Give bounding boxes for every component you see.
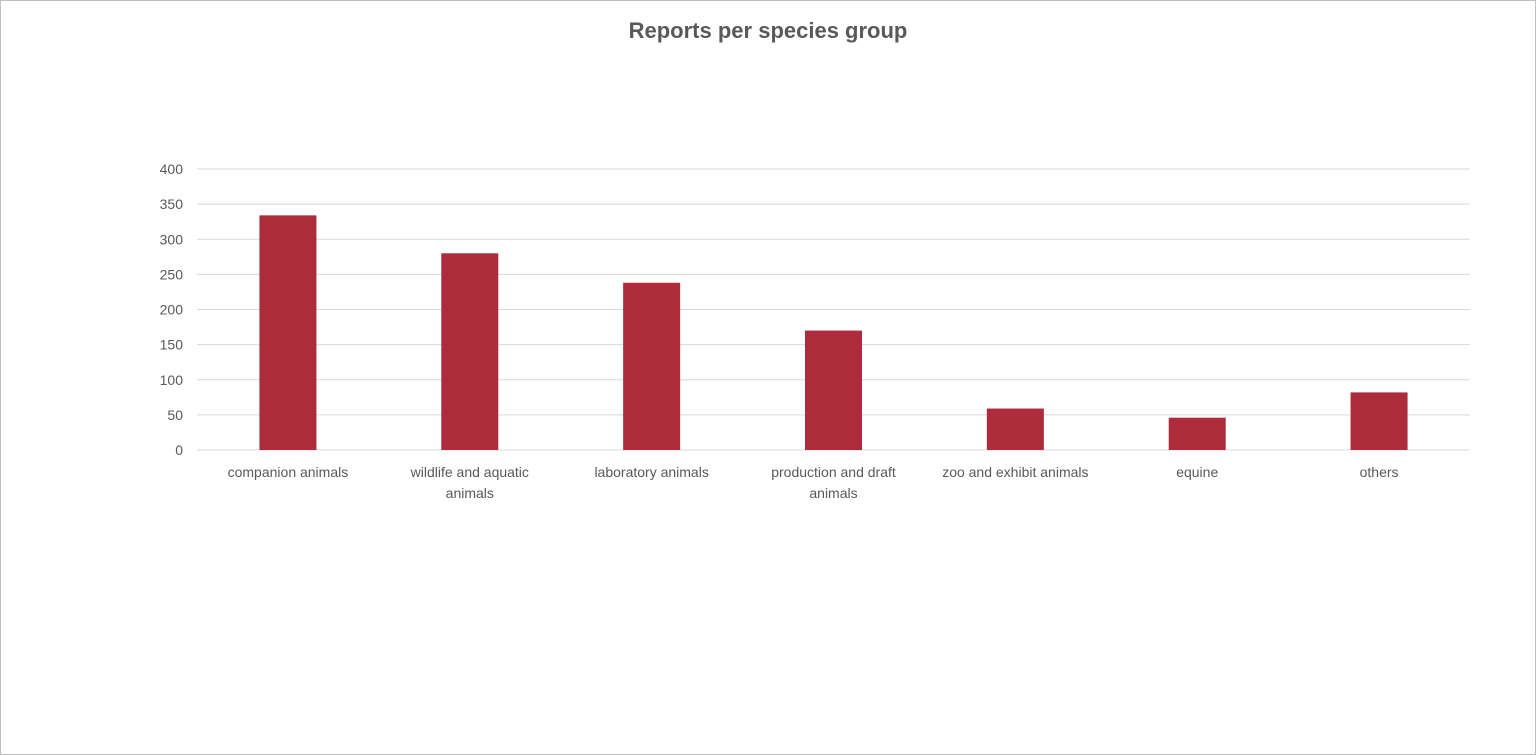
y-tick-label: 400	[160, 161, 184, 177]
x-tick-label: equine	[1176, 464, 1218, 480]
y-tick-label: 50	[167, 407, 183, 423]
bar-6	[1168, 417, 1226, 450]
y-axis-ticks: 0 50 100 150 200 250 300 350 400	[160, 161, 184, 458]
x-tick-label: companion animals	[228, 464, 349, 480]
y-tick-label: 150	[160, 337, 184, 353]
x-tick-label: zoo and exhibit animals	[942, 464, 1088, 480]
bar-4	[805, 330, 862, 450]
chart-title: Reports per species group	[628, 18, 908, 43]
x-tick-label: production and draft animals	[771, 464, 896, 501]
y-tick-label: 100	[160, 372, 184, 388]
bar-5	[986, 408, 1044, 450]
y-tick-label: 200	[160, 302, 184, 318]
y-tick-label: 350	[160, 196, 184, 212]
bar-2	[441, 253, 499, 450]
y-tick-label: 300	[160, 231, 184, 247]
x-tick-label: wildlife and aquatic animals	[410, 464, 529, 501]
x-axis-ticks: companion animals wildlife and aquatic ani…	[228, 464, 1399, 501]
bars	[259, 215, 1408, 450]
bar-7	[1350, 392, 1408, 450]
x-tick-label: others	[1360, 464, 1399, 480]
x-tick-label: laboratory animals	[594, 464, 708, 480]
bar-1	[259, 215, 317, 450]
bar-3	[623, 282, 681, 450]
y-tick-label: 250	[160, 266, 184, 282]
y-tick-label: 0	[175, 442, 183, 458]
